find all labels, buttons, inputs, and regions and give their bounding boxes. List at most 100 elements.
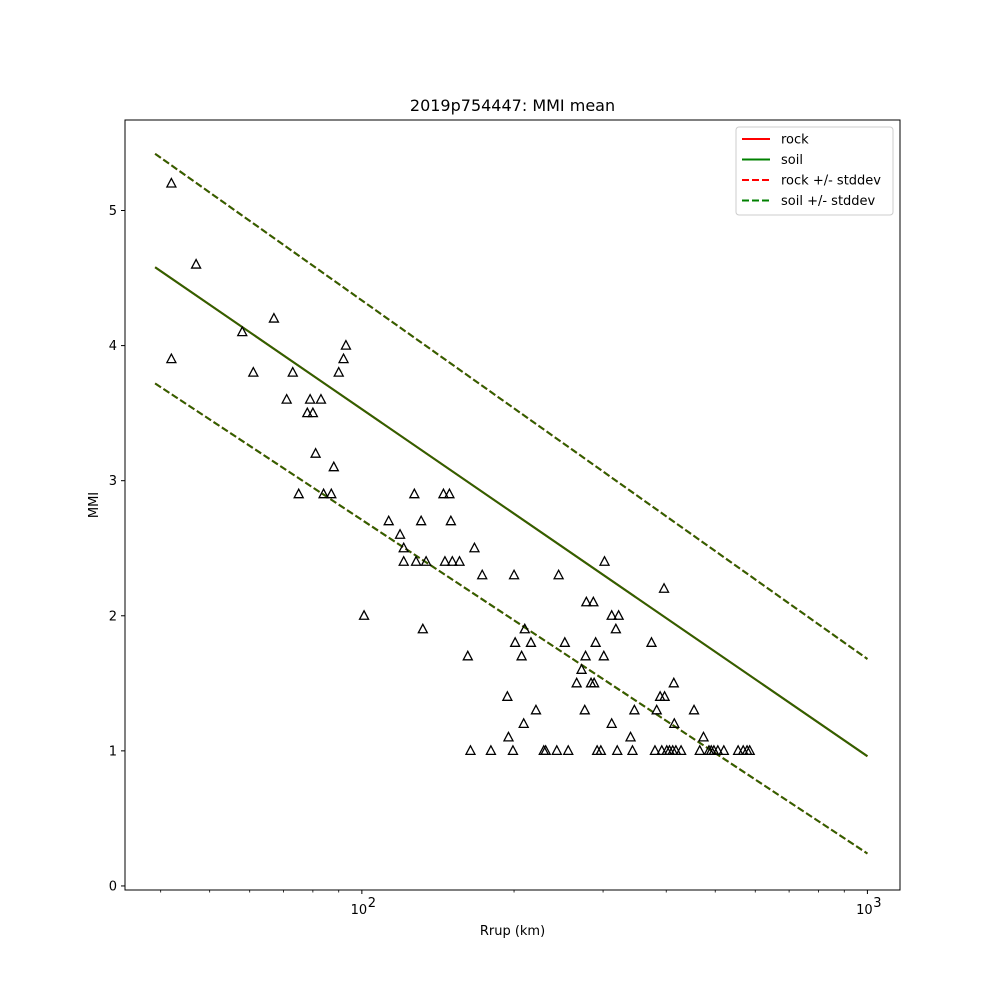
observation-point [507, 744, 519, 756]
plot-area [125, 120, 900, 890]
observation-point [247, 366, 259, 377]
observation-point [579, 703, 591, 715]
observation-point [398, 555, 410, 566]
observation-point [420, 555, 432, 566]
observation-point [694, 744, 706, 756]
observation-point [668, 717, 680, 728]
observation-points [165, 177, 756, 756]
observation-point [658, 582, 670, 593]
y-tick-label: 4 [109, 339, 117, 354]
y-tick-label: 2 [109, 609, 117, 624]
observation-point [307, 406, 319, 418]
observation-point [445, 514, 457, 526]
observation-point [518, 717, 530, 728]
observation-point [165, 177, 177, 188]
observation-point [598, 649, 610, 661]
observation-point [697, 730, 710, 742]
observation-point [610, 622, 622, 634]
observation-point [575, 663, 588, 674]
legend: rock soil rock +/- stddev soil +/- stddev [735, 126, 894, 216]
observation-point [398, 541, 410, 553]
x-tick-exponent: 3 [873, 896, 881, 911]
x-tick-exponent: 2 [368, 896, 376, 911]
observation-point [579, 649, 592, 661]
observation-point [443, 487, 455, 499]
observation-point [613, 609, 625, 620]
observation-point [530, 703, 542, 715]
observation-point [439, 555, 451, 566]
observation-point [559, 636, 571, 647]
x-axis: 10 2 10 3 [160, 890, 882, 918]
x-axis-label: Rrup (km) [480, 924, 545, 939]
line-layer [154, 152, 868, 855]
observation-point [626, 744, 639, 756]
soil-stddev-upper-line [154, 152, 868, 660]
observation-point [281, 393, 293, 404]
observation-point [485, 744, 497, 756]
plot-frame [124, 119, 901, 891]
observation-point [410, 555, 422, 566]
observation-point [675, 744, 687, 756]
observation-point [310, 447, 322, 458]
observation-point [516, 649, 528, 661]
observation-point [304, 393, 316, 404]
observation-point [587, 595, 599, 607]
soil-stddev-lower-line [154, 382, 868, 855]
observation-point [502, 730, 515, 742]
observation-point [562, 744, 574, 756]
observation-point [333, 366, 345, 377]
y-tick-label: 0 [109, 879, 117, 894]
observation-point [688, 703, 700, 715]
observation-point [551, 744, 563, 756]
soil-line [154, 266, 868, 758]
observation-point [645, 636, 658, 647]
observation-point [417, 622, 429, 634]
observation-point [553, 568, 565, 580]
x-tick-label: 10 [856, 903, 873, 918]
legend-label: soil [781, 153, 803, 168]
observation-point [293, 487, 305, 499]
legend-label: rock +/- stddev [781, 174, 881, 189]
observation-point [318, 487, 330, 499]
observation-point [408, 487, 420, 499]
observation-point [519, 622, 531, 634]
observation-point [606, 717, 618, 728]
observation-point [509, 636, 521, 647]
observation-point [508, 568, 520, 580]
observation-point [649, 744, 661, 756]
observation-point [462, 649, 474, 661]
observation-point [464, 744, 477, 756]
observation-point [588, 676, 600, 688]
legend-label: rock [781, 133, 809, 148]
observation-point [315, 393, 327, 404]
y-tick-label: 3 [109, 474, 117, 489]
observation-point [268, 312, 280, 323]
observation-point [383, 514, 395, 526]
observation-point [501, 690, 513, 701]
observation-point [651, 703, 663, 715]
observation-point [301, 406, 313, 418]
x-tick-label: 10 [351, 903, 368, 918]
observation-point [540, 744, 552, 756]
observation-point [712, 744, 724, 756]
observation-point [358, 609, 370, 620]
observation-point [598, 555, 611, 566]
observation-point [446, 555, 458, 566]
observation-point [525, 636, 537, 647]
observation-point [476, 568, 488, 580]
y-axis-label: MMI [87, 492, 102, 518]
observation-point [287, 366, 299, 377]
observation-point [744, 744, 756, 756]
observation-point [325, 487, 337, 499]
observation-point [628, 703, 640, 715]
observation-point [328, 460, 340, 472]
observation-point [236, 325, 248, 337]
observation-point [165, 352, 177, 364]
observation-point [394, 528, 406, 539]
chart-title: 2019p754447: MMI mean [410, 96, 615, 115]
observation-point [606, 609, 618, 620]
observation-point [590, 636, 602, 647]
y-tick-label: 5 [109, 204, 117, 219]
observation-point [468, 541, 481, 553]
